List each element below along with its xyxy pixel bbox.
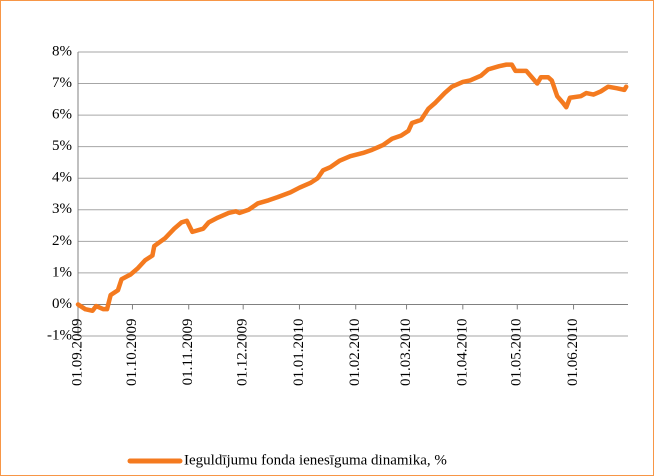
y-tick-label: 6%: [52, 107, 72, 123]
y-tick-label: 0%: [52, 296, 72, 312]
y-tick-label: 2%: [52, 233, 72, 249]
y-tick-label: 1%: [52, 264, 72, 280]
y-tick-label: 7%: [52, 75, 72, 91]
y-tick-label: 5%: [52, 138, 72, 154]
y-tick-label: 8%: [52, 43, 72, 59]
x-tick-label: 01.12.2009: [235, 318, 251, 386]
x-tick-label: 01.10.2009: [124, 318, 140, 386]
x-tick-label: 01.01.2010: [291, 318, 307, 386]
x-tick-label: 01.04.2010: [454, 318, 470, 386]
legend-label: Ieguldījumu fonda ienesīguma dinamika, %: [184, 452, 447, 468]
data-line: [75, 62, 629, 314]
x-tick-label: 01.03.2010: [398, 318, 414, 386]
x-tick-label: 01.11.2009: [180, 318, 196, 385]
x-tick-label: 01.09.2009: [69, 318, 85, 386]
x-tick-label: 01.02.2010: [347, 318, 363, 386]
y-tick-label: 4%: [52, 170, 72, 186]
x-tick-label: 01.05.2010: [509, 318, 525, 386]
y-tick-label: -1%: [47, 327, 72, 343]
y-tick-label: 3%: [52, 201, 72, 217]
x-tick-label: 01.06.2010: [565, 318, 581, 386]
